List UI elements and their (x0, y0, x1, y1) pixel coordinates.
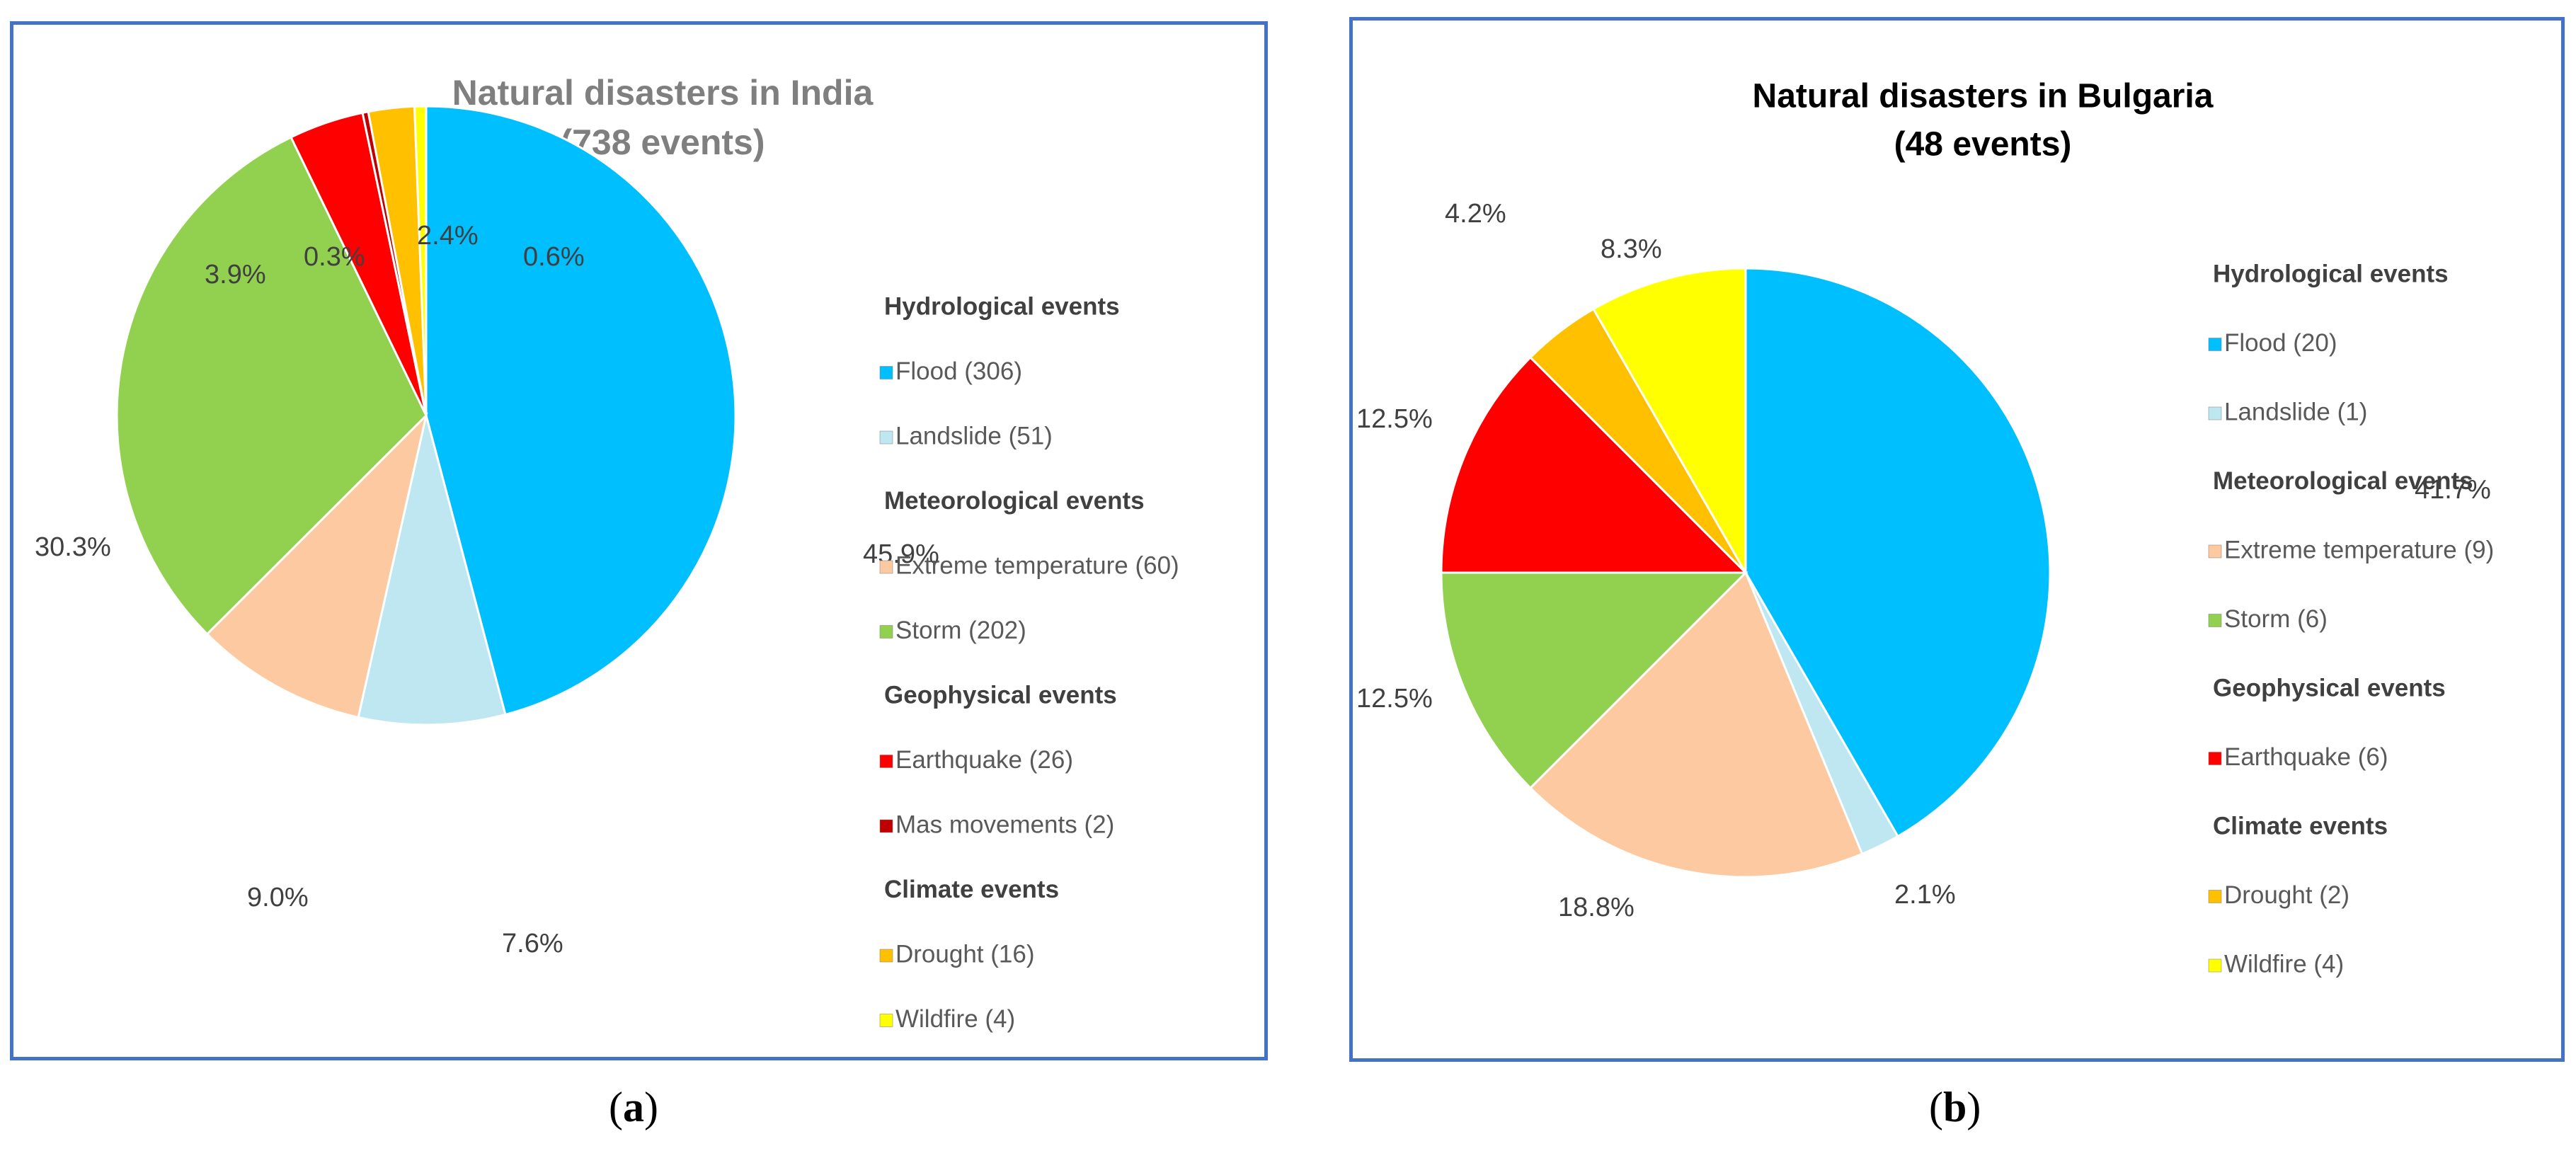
pie-slice-storm (1440, 571, 1748, 790)
chart-panel-bulgaria: Natural disasters in Bulgaria (48 events)… (1349, 17, 2565, 1062)
legend-group-heading: Meteorological events (2213, 467, 2473, 495)
legend-group-heading: Meteorological events (884, 487, 1145, 515)
legend-swatch (879, 819, 893, 833)
pie-chart-india: Natural disasters in India(738 events)45… (35, 73, 1179, 1033)
data-label: 8.3% (1601, 234, 1662, 264)
caption-b-open: ( (1929, 1084, 1943, 1130)
legend-item: Extreme temperature (9) (2224, 536, 2494, 563)
data-label: 18.8% (1558, 893, 1635, 922)
chart-panel-india: Natural disasters in India (738 events) 45… (10, 21, 1268, 1060)
legend-swatch (2208, 544, 2222, 559)
legend-group-heading: Hydrological events (2213, 260, 2449, 287)
legend-item: Flood (306) (895, 357, 1022, 385)
legend-swatch (2208, 338, 2222, 351)
pie-slice-storm (115, 135, 428, 636)
legend-item: Landslide (1) (2224, 398, 2367, 425)
pie-chart-bulgaria: Natural disasters in Bulgaria (48 events)… (1356, 78, 2494, 978)
legend-swatch (879, 366, 893, 379)
caption-a: (a) (609, 1083, 658, 1132)
caption-b: (b) (1929, 1083, 1981, 1132)
caption-b-close: ) (1967, 1084, 1981, 1130)
chart-title: Natural disasters in Bulgaria (1753, 78, 2214, 115)
legend-item: Flood (20) (2224, 329, 2337, 357)
legend-item: Drought (2) (2224, 881, 2349, 909)
caption-a-letter: a (622, 1084, 644, 1130)
legend-item: Mas movements (2) (895, 811, 1114, 838)
data-label: 12.5% (1356, 404, 1433, 434)
legend-swatch (2208, 958, 2222, 973)
chart-subtitle: (48 events) (1894, 126, 2072, 164)
legend-swatch (2208, 890, 2222, 903)
legend-group-heading: Climate events (884, 876, 1059, 903)
legend-item: Extreme temperature (60) (895, 551, 1179, 579)
legend-item: Wildfire (4) (2224, 950, 2344, 978)
caption-a-close: ) (643, 1084, 658, 1130)
legend-item: Drought (16) (895, 940, 1034, 968)
data-label: 0.6% (523, 242, 585, 272)
legend-item: Earthquake (26) (895, 746, 1073, 774)
data-label: 12.5% (1356, 684, 1433, 714)
legend-item: Storm (6) (2224, 605, 2328, 633)
legend-swatch (879, 430, 893, 445)
chart-title: Natural disasters in India (452, 73, 874, 113)
data-label: 2.1% (1894, 880, 1956, 910)
pie-slice-extreme-temperature (205, 412, 428, 719)
legend-swatch (879, 755, 893, 768)
data-label: 3.9% (205, 260, 266, 290)
data-label: 4.2% (1445, 199, 1506, 229)
data-label: 45.9% (863, 539, 939, 569)
pie-slice-wildfire (413, 105, 428, 416)
data-label: 7.6% (502, 929, 563, 958)
pie-slice-flood (1744, 267, 2051, 838)
legend-group-heading: Climate events (2213, 812, 2388, 840)
legend-item: Landslide (51) (895, 422, 1053, 450)
legend-swatch (879, 949, 893, 963)
data-label: 30.3% (35, 532, 111, 562)
pie-slice-flood (425, 105, 737, 716)
data-label: 41.7% (2415, 475, 2491, 505)
legend-item: Storm (202) (895, 617, 1026, 644)
data-label: 9.0% (247, 883, 309, 912)
legend-swatch (879, 625, 893, 639)
legend-item: Earthquake (6) (2224, 743, 2388, 771)
legend-item: Wildfire (4) (895, 1005, 1015, 1033)
pie-slice-wildfire (1591, 267, 1747, 577)
data-label: 0.3% (304, 242, 365, 272)
pie-slice-extreme-temperature (1528, 571, 1864, 878)
data-label: 2.4% (417, 221, 479, 251)
pie-slices (115, 105, 737, 726)
caption-b-letter: b (1942, 1084, 1967, 1130)
legend-group-heading: Geophysical events (2213, 674, 2446, 702)
legend-swatch (2208, 614, 2222, 627)
legend-group-heading: Hydrological events (884, 292, 1120, 320)
pie-slice-landslide (357, 415, 507, 726)
pie-slice-earthquake (1440, 355, 1748, 574)
caption-a-open: ( (609, 1084, 623, 1130)
legend-swatch (879, 560, 893, 574)
legend-swatch (879, 1014, 893, 1027)
pie-slices (1440, 267, 2051, 878)
legend-group-heading: Geophysical events (884, 681, 1117, 709)
legend-swatch (2208, 752, 2222, 765)
legend-swatch (2208, 406, 2222, 420)
